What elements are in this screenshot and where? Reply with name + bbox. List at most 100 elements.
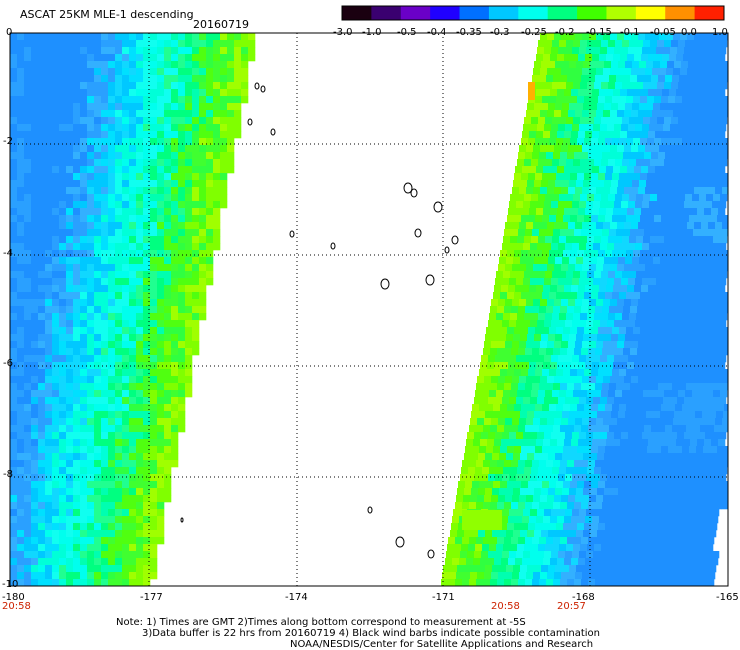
swath-cell [122,89,130,97]
swath-cell [713,313,721,321]
swath-cell [206,89,214,97]
swath-cell [649,355,657,363]
swath-cell [561,110,569,118]
swath-cell [545,467,553,475]
swath-cell [588,348,596,356]
swath-cell [122,201,130,209]
colorbar-swatch [694,6,725,20]
swath-cell [614,320,622,328]
swath-cell [143,565,151,573]
swath-cell [157,278,165,286]
swath-cell [527,530,535,538]
swath-cell [685,194,693,202]
swath-cell [665,425,673,433]
swath-cell [549,369,557,377]
swath-cell [38,47,46,55]
swath-cell [101,201,109,209]
swath-cell [45,250,53,258]
swath-cell [31,474,39,482]
swath-cell [673,495,681,503]
swath-cell [622,40,630,48]
swath-cell [108,565,116,573]
swath-cell [645,187,653,195]
swath-cell [586,320,594,328]
swath-cell [73,502,81,510]
swath-cell [52,138,60,146]
swath-cell [539,348,547,356]
swath-cell [143,432,151,440]
swath-cell [185,383,193,391]
swath-cell [497,348,505,356]
swath-cell [157,215,165,223]
swath-cell [679,383,687,391]
swath-cell [94,278,102,286]
swath-cell [532,425,540,433]
swath-cell [630,579,638,586]
swath-cell [658,306,666,314]
swath-cell [66,110,74,118]
swath-cell [523,201,531,209]
swath-cell [539,425,547,433]
swath-cell [150,187,158,195]
swath-cell [31,166,39,174]
swath-cell [87,68,95,76]
swath-cell [542,138,550,146]
swath-cell [618,257,626,265]
swath-cell [685,313,693,321]
swath-cell [722,222,728,230]
swath-cell [478,565,486,573]
swath-cell [612,404,620,412]
swath-cell [115,558,123,566]
swath-cell [143,257,151,265]
swath-cell [150,376,158,384]
swath-cell [73,572,81,580]
swath-cell [602,306,610,314]
swath-cell [143,82,151,90]
swath-cell [38,537,46,545]
swath-cell [17,124,25,132]
colorbar-label-12: 1.0 [712,27,728,38]
swath-cell [122,117,130,125]
swath-cell [703,446,711,454]
swath-cell [129,495,137,503]
swath-cell [484,341,492,349]
swath-cell [568,68,576,76]
swath-cell [171,33,179,41]
swath-cell [701,341,709,349]
swath-cell [136,453,144,461]
swath-cell [723,180,728,188]
swath-cell [550,285,558,293]
swath-cell [722,68,728,76]
swath-cell [544,355,552,363]
swath-cell [554,110,562,118]
swath-cell [94,152,102,160]
swath-cell [504,537,512,545]
swath-cell [669,558,677,566]
swath-cell [52,68,60,76]
swath-cell [629,467,637,475]
swath-cell [604,530,612,538]
swath-cell [38,131,46,139]
swath-cell [234,82,242,90]
swath-cell [615,194,623,202]
swath-cell [157,334,165,342]
swath-cell [580,159,588,167]
swath-cell [31,313,39,321]
swath-cell [531,390,539,398]
swath-cell [108,376,116,384]
swath-cell [629,159,637,167]
swath-cell [699,390,707,398]
swath-cell [136,369,144,377]
swath-cell [640,96,648,104]
swath-cell [602,425,610,433]
swath-cell [17,565,25,573]
swath-cell [136,572,144,580]
swath-cell [136,439,144,447]
swath-cell [638,264,646,272]
swath-cell [553,306,561,314]
swath-cell [192,173,200,181]
swath-cell [637,425,645,433]
swath-cell [598,292,606,300]
swath-cell [506,488,514,496]
swath-cell [31,194,39,202]
